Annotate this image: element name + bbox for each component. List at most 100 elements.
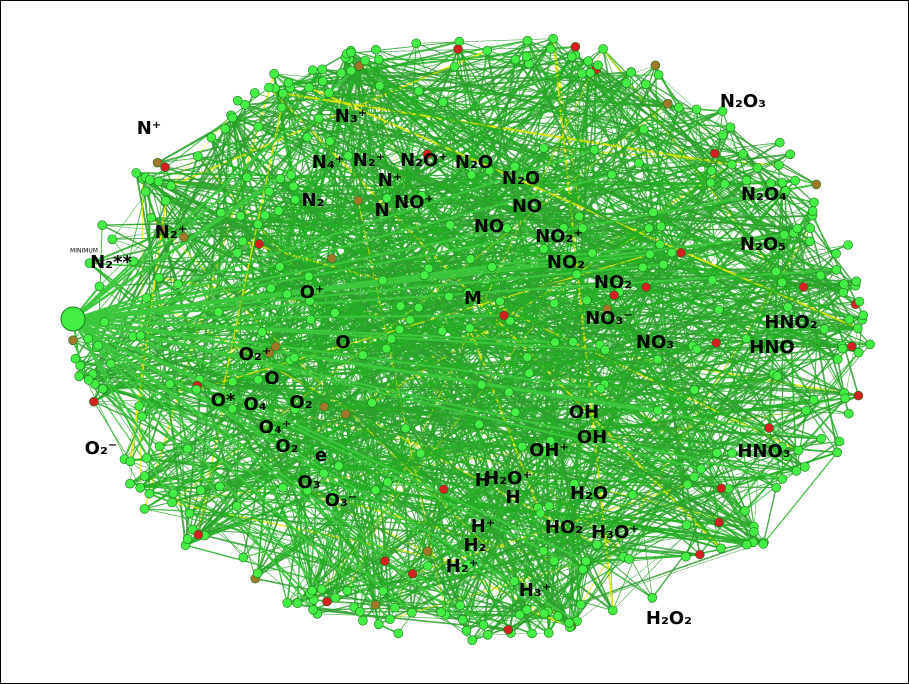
node-dot	[741, 506, 750, 515]
node-dot	[488, 263, 497, 272]
node-dot	[165, 380, 174, 389]
node-dot	[569, 337, 578, 346]
node-dot	[648, 593, 657, 602]
node-dot	[318, 65, 327, 74]
species-label: H₃O⁺	[591, 522, 639, 543]
node-dot	[683, 480, 692, 489]
node-dot	[567, 52, 576, 61]
node-dot	[475, 420, 484, 429]
species-label: H₂O	[570, 483, 608, 504]
species-label: HNO	[749, 337, 794, 358]
node-dot	[334, 462, 343, 471]
node-dot	[554, 612, 563, 621]
species-label: O₂⁻	[85, 438, 118, 459]
reaction-network: N₂O₃N⁺N₃⁺N₄⁺N₂⁺N₂O⁺N₂ON⁺N₂ON₂NNO⁺NON₂O₄N…	[1, 1, 908, 683]
node-dot	[458, 615, 467, 624]
node-dot	[344, 151, 353, 160]
node-dot	[859, 311, 868, 320]
node-dot	[528, 629, 537, 638]
node-dot	[692, 345, 701, 354]
node-dot	[656, 222, 665, 231]
species-label: H₃⁺	[519, 580, 551, 601]
node-dot	[169, 489, 178, 498]
node-dot	[550, 557, 559, 566]
node-dot	[774, 161, 783, 170]
node-dot	[594, 61, 603, 70]
node-dot	[216, 208, 225, 217]
node-dot	[549, 34, 558, 43]
node-dot	[135, 402, 144, 411]
species-label: OH	[577, 427, 607, 448]
node-dot	[98, 384, 107, 393]
node-dot	[445, 292, 454, 301]
node-dot	[833, 448, 842, 457]
node-dot	[712, 338, 721, 347]
species-label: H⁻	[475, 470, 500, 491]
node-dot	[742, 540, 751, 549]
node-dot	[483, 630, 492, 639]
node-dot	[145, 175, 154, 184]
node-dot	[374, 620, 383, 629]
node-dot	[306, 315, 315, 324]
node-dot	[194, 530, 203, 539]
node-dot	[275, 262, 284, 271]
node-dot	[496, 297, 505, 306]
node-dot	[303, 133, 312, 142]
node-dot	[799, 283, 808, 292]
node-dot	[420, 271, 429, 280]
node-dot	[94, 341, 103, 350]
node-dot	[387, 335, 396, 344]
node-dot	[414, 303, 423, 312]
species-label: NO⁺	[394, 192, 434, 213]
node-dot	[401, 424, 410, 433]
node-dot	[287, 171, 296, 180]
node-dot	[800, 462, 809, 471]
species-label: O	[335, 332, 350, 353]
node-dot	[358, 616, 367, 625]
node-dot	[809, 395, 818, 404]
node-dot	[778, 278, 787, 287]
node-dot	[844, 241, 853, 250]
species-label: NO₂	[594, 272, 632, 293]
node-dot	[714, 305, 723, 314]
species-label: OH	[569, 402, 599, 423]
species-label: N₂O₅	[740, 234, 786, 255]
node-dot	[382, 344, 391, 353]
small-label: MINIMUM	[70, 248, 98, 255]
node-dot	[423, 562, 432, 571]
node-dot	[324, 89, 333, 98]
node-dot	[396, 302, 405, 311]
node-dot	[361, 56, 370, 65]
node-dot	[379, 587, 388, 596]
node-dot	[590, 145, 599, 154]
node-dot	[844, 409, 853, 418]
node-dot	[544, 628, 553, 637]
node-dot	[839, 280, 848, 289]
species-label: NO₃	[636, 332, 674, 353]
node-dot	[395, 325, 404, 334]
node-dot	[374, 55, 383, 64]
node-dot	[551, 338, 560, 347]
node-dot	[465, 324, 474, 333]
node-dot	[649, 208, 658, 217]
node-dot	[810, 198, 819, 207]
node-dot	[322, 597, 331, 606]
species-label: N₃⁺	[335, 106, 367, 127]
node-dot	[347, 66, 356, 75]
node-dot	[536, 509, 545, 518]
species-label: N₄⁺	[312, 152, 344, 173]
node-dot	[394, 629, 403, 638]
node-dot	[706, 178, 715, 187]
node-dot	[654, 70, 663, 79]
species-label: H⁺	[471, 516, 496, 537]
node-dot	[406, 315, 415, 324]
node-dot	[601, 345, 610, 354]
node-dot	[270, 69, 279, 78]
node-dot	[855, 297, 864, 306]
node-dot	[243, 173, 252, 182]
node-dot	[439, 97, 448, 106]
node-dot	[319, 469, 328, 478]
node-dot	[511, 408, 520, 417]
node-dot	[628, 490, 637, 499]
node-dot	[254, 220, 263, 229]
